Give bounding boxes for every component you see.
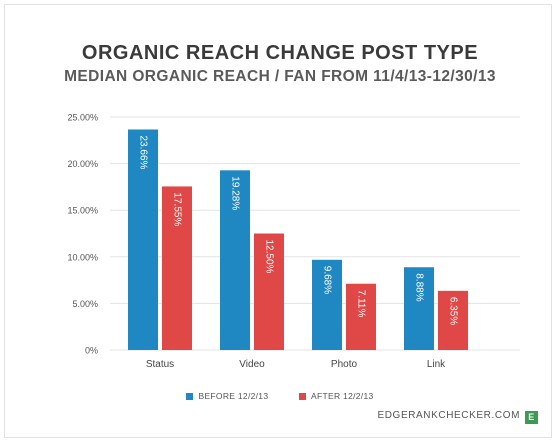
bar-before bbox=[404, 267, 434, 350]
bar-data-label: 19.28% bbox=[230, 176, 241, 210]
legend-item-after: AFTER 12/2/13 bbox=[299, 391, 373, 401]
bar-after bbox=[438, 290, 468, 350]
legend-label-before: BEFORE 12/2/13 bbox=[198, 391, 269, 401]
bar-data-label: 7.11% bbox=[356, 290, 367, 318]
x-tick-label: Link bbox=[427, 359, 446, 370]
chart-frame bbox=[4, 4, 552, 438]
y-tick-label: 15.00% bbox=[67, 206, 98, 216]
brand-watermark: EDGERANKCHECKER.COM E bbox=[377, 410, 538, 424]
bar-data-label: 23.66% bbox=[138, 135, 149, 169]
y-tick-label: 0% bbox=[85, 346, 98, 356]
chart-title: ORGANIC REACH CHANGE POST TYPE bbox=[81, 42, 479, 64]
bar-after bbox=[346, 283, 376, 350]
bar-data-label: 12.50% bbox=[264, 240, 275, 274]
bar-data-label: 9.68% bbox=[322, 266, 333, 294]
x-tick-label: Photo bbox=[331, 359, 358, 370]
brand-text: EDGERANKCHECKER.COM bbox=[377, 410, 520, 421]
chart-subtitle: MEDIAN ORGANIC REACH / FAN FROM 11/4/13-… bbox=[64, 68, 496, 85]
legend-label-after: AFTER 12/2/13 bbox=[311, 391, 374, 401]
y-tick-label: 25.00% bbox=[67, 113, 98, 123]
legend-swatch-after bbox=[299, 393, 307, 400]
x-tick-label: Video bbox=[239, 359, 265, 370]
bar-after bbox=[162, 186, 192, 350]
y-tick-label: 5.00% bbox=[72, 299, 98, 309]
legend: BEFORE 12/2/13 AFTER 12/2/13 bbox=[0, 391, 560, 401]
bar-data-label: 6.35% bbox=[448, 297, 459, 325]
x-tick-label: Status bbox=[146, 359, 174, 370]
bar-before bbox=[220, 170, 250, 350]
bar-before bbox=[312, 259, 342, 350]
bar-data-label: 8.88% bbox=[414, 273, 425, 301]
bar-before bbox=[128, 129, 158, 350]
bar-data-label: 17.55% bbox=[172, 192, 183, 226]
brand-logo-icon: E bbox=[525, 411, 538, 424]
legend-item-before: BEFORE 12/2/13 bbox=[186, 391, 268, 401]
legend-swatch-before bbox=[186, 393, 194, 400]
y-tick-label: 20.00% bbox=[67, 159, 98, 169]
bar-after bbox=[254, 233, 284, 350]
y-tick-label: 10.00% bbox=[67, 252, 98, 262]
